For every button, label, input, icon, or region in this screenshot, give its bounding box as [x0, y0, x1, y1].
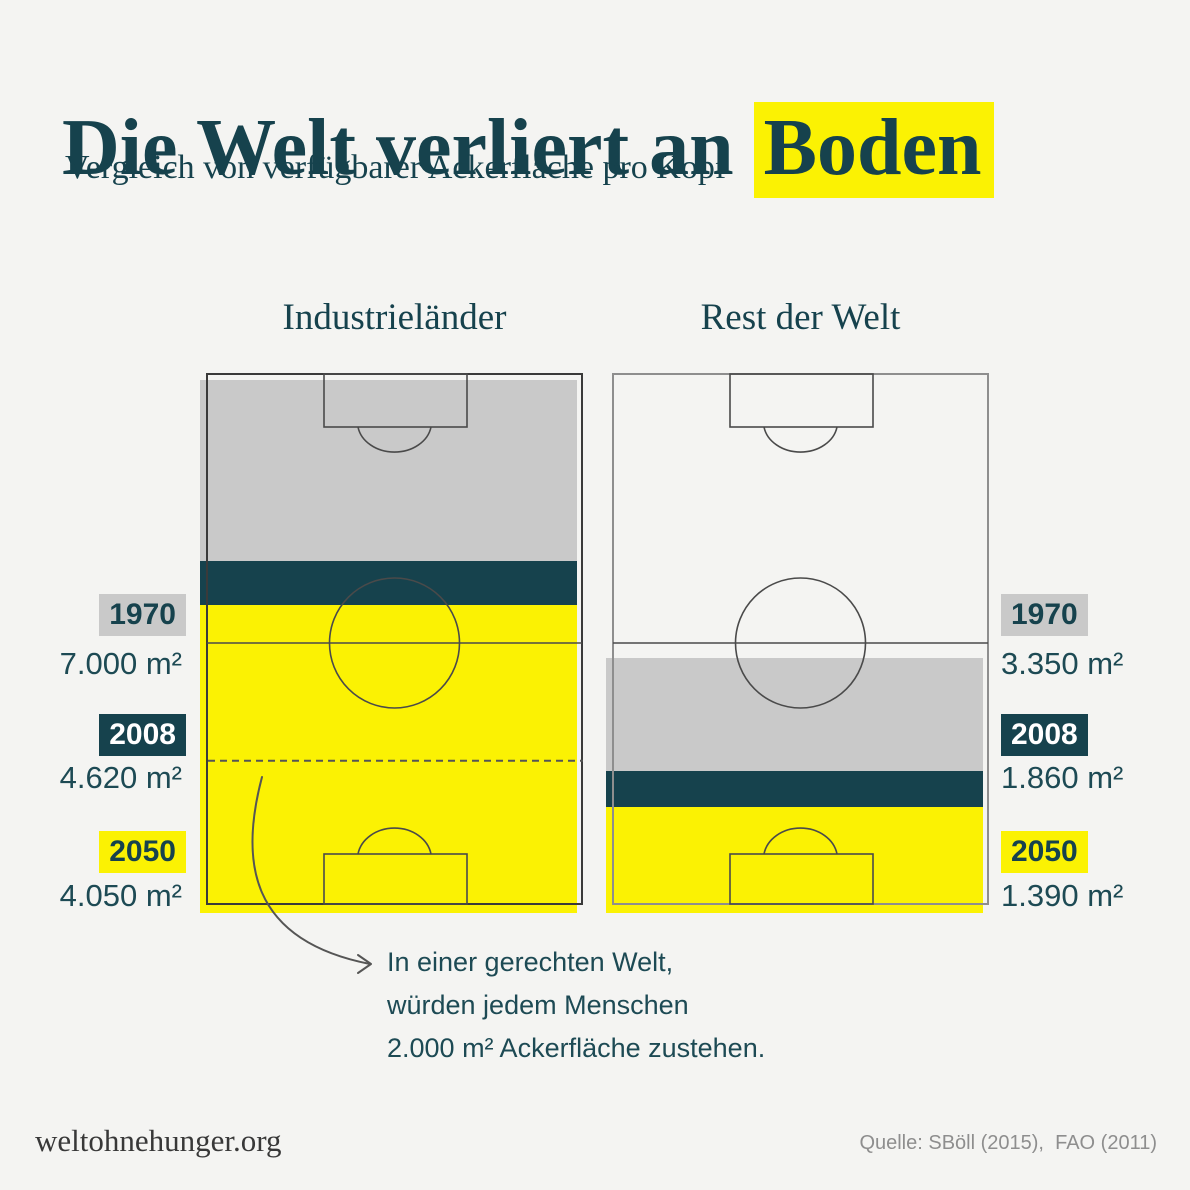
fair-share-annotation: In einer gerechten Welt, würden jedem Me…: [387, 941, 765, 1070]
band-2008: [200, 561, 577, 605]
page-title: Die Welt verliert an Boden: [62, 101, 994, 198]
band-2050: [200, 604, 577, 914]
title-highlight: Boden: [753, 101, 994, 198]
labels-rest-der-welt: 1970 3.350 m² 2008 1.860 m² 2050 1.390 m…: [1001, 0, 1161, 1190]
value-2008: 1.860 m²: [1001, 760, 1124, 795]
field-fill-bands: [200, 380, 577, 914]
source-credit: Quelle: SBöll (2015), FAO (2011): [859, 1132, 1157, 1154]
year-badge-1970: 1970: [1001, 594, 1088, 636]
football-pitch-markings-icon: [612, 373, 989, 905]
heading-rest-der-welt: Rest der Welt: [700, 297, 901, 338]
value-1970: 3.350 m²: [1001, 646, 1124, 681]
website-url: weltohnehunger.org: [35, 1123, 282, 1158]
value-2050: 4.050 m²: [59, 878, 182, 913]
curved-arrow-icon: [251, 776, 372, 974]
field-fill-bands: [606, 380, 983, 914]
football-field-industrielaender: [200, 373, 583, 914]
annotation-line: In einer gerechten Welt,: [387, 947, 674, 977]
football-pitch-markings-icon: [206, 373, 583, 905]
year-badge-1970: 1970: [99, 594, 186, 636]
year-badge-2050: 2050: [1001, 831, 1088, 873]
value-1970: 7.000 m²: [59, 646, 182, 681]
year-badge-2008: 2008: [99, 714, 186, 756]
title-text: Die Welt verliert an: [62, 103, 754, 192]
band-2008: [606, 771, 983, 808]
year-badge-2008: 2008: [1001, 714, 1088, 756]
band-1970: [606, 657, 983, 772]
annotation-line: 2.000 m² Ackerfläche zustehen.: [387, 1033, 766, 1063]
page-subtitle: Vergleich von verfügbarer Ackerfläche pr…: [65, 149, 727, 186]
value-2050: 1.390 m²: [1001, 878, 1124, 913]
annotation-line: würden jedem Menschen: [387, 990, 689, 1020]
band-1970: [200, 380, 577, 562]
football-field-rest-der-welt: [606, 373, 989, 914]
year-badge-2050: 2050: [99, 831, 186, 873]
value-2008: 4.620 m²: [59, 760, 182, 795]
heading-industrielaender: Industrieländer: [282, 297, 507, 338]
band-2050: [606, 807, 983, 914]
labels-industrielaender: 1970 7.000 m² 2008 4.620 m² 2050 4.050 m…: [40, 0, 186, 1190]
